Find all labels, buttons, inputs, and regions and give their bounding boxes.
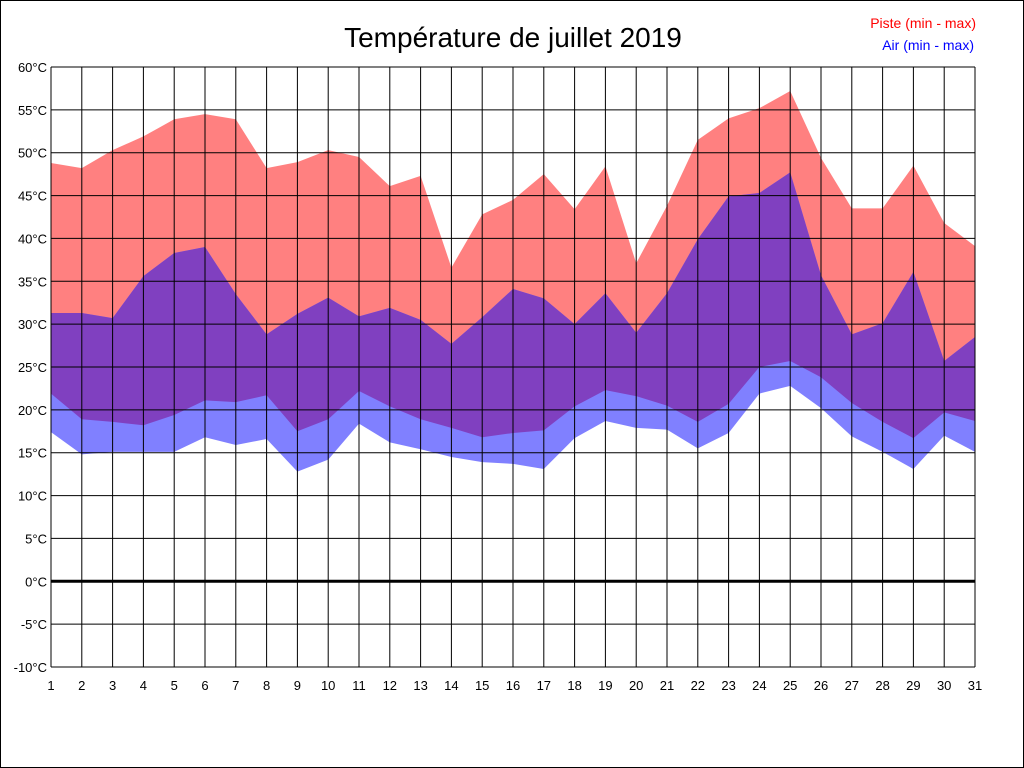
x-tick-label: 10 [321,678,335,693]
x-tick-label: 1 [47,678,54,693]
x-tick-label: 30 [937,678,951,693]
x-tick-label: 24 [752,678,766,693]
y-tick-label: 60°C [18,60,47,75]
x-tick-label: 7 [232,678,239,693]
y-tick-label: -10°C [14,660,47,675]
x-tick-label: 19 [598,678,612,693]
x-tick-label: 18 [567,678,581,693]
x-tick-label: 6 [201,678,208,693]
x-tick-label: 16 [506,678,520,693]
legend-piste: Piste (min - max) [870,15,976,31]
y-tick-label: 25°C [18,360,47,375]
x-tick-label: 27 [845,678,859,693]
x-tick-label: 3 [109,678,116,693]
y-tick-label: 20°C [18,403,47,418]
y-tick-label: 10°C [18,489,47,504]
chart-title: Température de juillet 2019 [344,22,682,53]
y-tick-label: 0°C [25,574,47,589]
x-tick-label: 28 [875,678,889,693]
x-tick-label: 25 [783,678,797,693]
x-tick-label: 5 [171,678,178,693]
x-tick-label: 31 [968,678,982,693]
y-tick-label: 40°C [18,231,47,246]
y-tick-label: 50°C [18,146,47,161]
x-tick-label: 22 [691,678,705,693]
x-tick-label: 20 [629,678,643,693]
x-tick-label: 26 [814,678,828,693]
x-tick-label: 9 [294,678,301,693]
x-tick-label: 23 [721,678,735,693]
x-tick-label: 17 [537,678,551,693]
x-tick-label: 15 [475,678,489,693]
x-tick-label: 12 [383,678,397,693]
y-tick-label: 15°C [18,446,47,461]
x-tick-label: 13 [413,678,427,693]
x-tick-label: 4 [140,678,147,693]
y-tick-label: 55°C [18,103,47,118]
y-tick-label: 35°C [18,274,47,289]
x-tick-label: 14 [444,678,458,693]
x-tick-label: 11 [352,678,366,693]
x-tick-label: 29 [906,678,920,693]
x-tick-label: 2 [78,678,85,693]
legend-air: Air (min - max) [882,37,974,53]
y-tick-label: 30°C [18,317,47,332]
y-tick-label: -5°C [21,617,47,632]
y-tick-label: 5°C [25,531,47,546]
y-tick-label: 45°C [18,189,47,204]
x-tick-label: 8 [263,678,270,693]
x-tick-label: 21 [660,678,674,693]
